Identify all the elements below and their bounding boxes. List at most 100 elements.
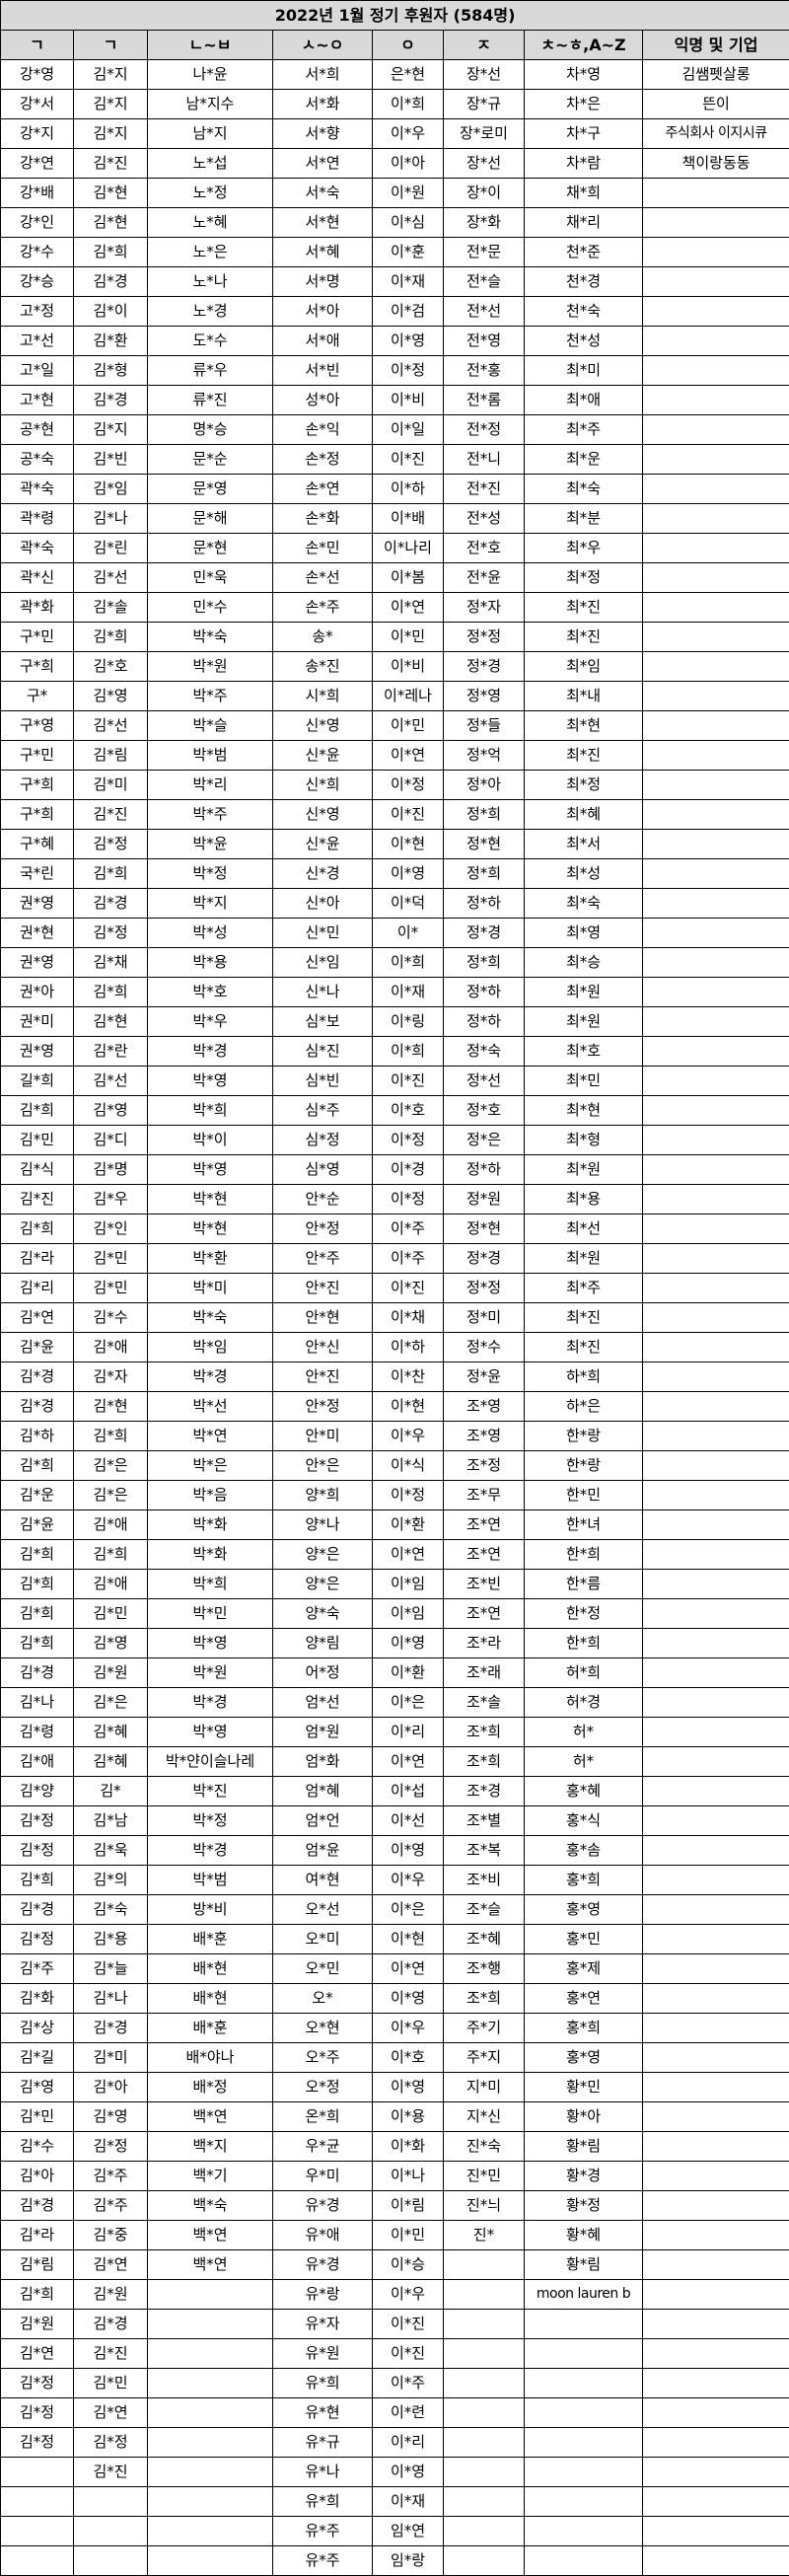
donor-cell: 고*현 bbox=[1, 386, 74, 415]
donor-cell: 책이랑동동 bbox=[643, 149, 789, 179]
donor-cell: 신*영 bbox=[273, 800, 373, 830]
donor-cell: 박*경 bbox=[148, 1688, 273, 1718]
donor-cell: 최*내 bbox=[525, 682, 643, 711]
donor-cell bbox=[643, 1126, 789, 1155]
donor-cell: 박*우 bbox=[148, 1007, 273, 1037]
donor-cell: 김*임 bbox=[74, 475, 148, 504]
donor-cell: 공*숙 bbox=[1, 445, 74, 475]
donor-cell bbox=[643, 1688, 789, 1718]
donor-cell: 문*순 bbox=[148, 445, 273, 475]
donor-cell: 양*림 bbox=[273, 1629, 373, 1658]
donor-cell: 김*정 bbox=[1, 1806, 74, 1836]
column-header-row: ㄱ ㄱ ㄴ~ㅂ ㅅ~ㅇ ㅇ ㅈ ㅊ~ㅎ,A~Z 익명 및 기업 bbox=[1, 31, 789, 60]
donor-cell: 이*영 bbox=[373, 2458, 444, 2487]
donor-cell: 신*민 bbox=[273, 919, 373, 948]
donor-cell: 유*희 bbox=[273, 2487, 373, 2517]
donor-cell: 최*숙 bbox=[525, 889, 643, 919]
donor-cell: 이*진 bbox=[373, 2310, 444, 2339]
donor-cell: 박*슬 bbox=[148, 711, 273, 741]
donor-cell: 이*아 bbox=[373, 149, 444, 179]
donor-cell: 박*경 bbox=[148, 1362, 273, 1392]
donor-cell: 한*희 bbox=[525, 1540, 643, 1570]
donor-cell: 김*애 bbox=[74, 1570, 148, 1599]
donor-cell: 전*진 bbox=[444, 475, 525, 504]
donor-cell: 이*재 bbox=[373, 267, 444, 297]
donor-cell bbox=[643, 1333, 789, 1362]
donor-cell bbox=[643, 2221, 789, 2250]
donor-cell bbox=[643, 2014, 789, 2043]
donor-cell bbox=[643, 1925, 789, 1954]
donor-cell bbox=[444, 2339, 525, 2369]
donor-cell: 이*환 bbox=[373, 1658, 444, 1688]
donor-cell: 손*정 bbox=[273, 445, 373, 475]
donor-cell: 고*일 bbox=[1, 356, 74, 386]
donor-cell: 김*주 bbox=[1, 1954, 74, 1984]
donor-cell bbox=[643, 652, 789, 682]
donor-cell: 이*나리 bbox=[373, 534, 444, 563]
donor-cell: 구*희 bbox=[1, 800, 74, 830]
donor-cell: 박*연 bbox=[148, 1422, 273, 1451]
donor-cell: 김* bbox=[74, 1777, 148, 1806]
donor-cell bbox=[444, 2428, 525, 2458]
donor-cell: 정*경 bbox=[444, 919, 525, 948]
donor-cell: 홍*민 bbox=[525, 1925, 643, 1954]
donor-cell: 김*은 bbox=[74, 1481, 148, 1510]
donor-cell: 김*경 bbox=[74, 889, 148, 919]
donor-cell: 천*준 bbox=[525, 238, 643, 267]
donor-cell bbox=[643, 415, 789, 445]
donor-cell: 박*진 bbox=[148, 1777, 273, 1806]
donor-cell: 심*주 bbox=[273, 1096, 373, 1126]
donor-cell: 전*니 bbox=[444, 445, 525, 475]
donor-cell bbox=[643, 682, 789, 711]
donor-cell: 김*식 bbox=[1, 1155, 74, 1185]
donor-cell: 조*별 bbox=[444, 1806, 525, 1836]
donor-cell: 한*희 bbox=[525, 1629, 643, 1658]
donor-cell: 박*현 bbox=[148, 1214, 273, 1244]
donor-cell: 손*익 bbox=[273, 415, 373, 445]
donor-cell: 김*영 bbox=[1, 2073, 74, 2102]
donor-cell: 김*이 bbox=[74, 297, 148, 327]
donor-cell bbox=[643, 859, 789, 889]
donor-cell: 김*하 bbox=[1, 1422, 74, 1451]
donor-cell: 김*중 bbox=[74, 2221, 148, 2250]
donor-cell: 최*정 bbox=[525, 563, 643, 593]
donor-cell: 한*민 bbox=[525, 1481, 643, 1510]
donor-cell: 김*경 bbox=[1, 1658, 74, 1688]
donor-cell: 김*애 bbox=[1, 1747, 74, 1777]
donor-cell bbox=[525, 2339, 643, 2369]
column-header: ㄱ bbox=[74, 31, 148, 60]
donor-cell: 지*미 bbox=[444, 2073, 525, 2102]
donor-cell: 권*아 bbox=[1, 978, 74, 1007]
donor-cell bbox=[643, 1718, 789, 1747]
column-header: ㅈ bbox=[444, 31, 525, 60]
donor-cell: 임*연 bbox=[373, 2517, 444, 2546]
donor-cell: 양*숙 bbox=[273, 1599, 373, 1629]
donor-cell: 황*혜 bbox=[525, 2221, 643, 2250]
donor-cell: 조*영 bbox=[444, 1392, 525, 1422]
donor-cell: 어*정 bbox=[273, 1658, 373, 1688]
donor-cell: 심*빈 bbox=[273, 1067, 373, 1096]
donor-cell bbox=[643, 179, 789, 208]
donor-cell: 안*현 bbox=[273, 1303, 373, 1333]
donor-cell: 이*영 bbox=[373, 327, 444, 356]
donor-cell: 장*로미 bbox=[444, 119, 525, 149]
donor-cell: 김*길 bbox=[1, 2043, 74, 2073]
donor-cell bbox=[148, 2310, 273, 2339]
donor-cell: 박*리 bbox=[148, 771, 273, 800]
donor-cell: 진* bbox=[444, 2221, 525, 2250]
donor-cell: 김*우 bbox=[74, 1185, 148, 1214]
donor-cell bbox=[525, 2398, 643, 2428]
donor-cell: 김*령 bbox=[1, 1718, 74, 1747]
donor-cell: 박*희 bbox=[148, 1570, 273, 1599]
donor-cell: 이*식 bbox=[373, 1451, 444, 1481]
